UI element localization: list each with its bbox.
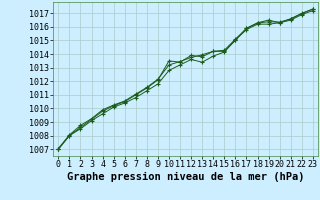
X-axis label: Graphe pression niveau de la mer (hPa): Graphe pression niveau de la mer (hPa) [67,172,304,182]
